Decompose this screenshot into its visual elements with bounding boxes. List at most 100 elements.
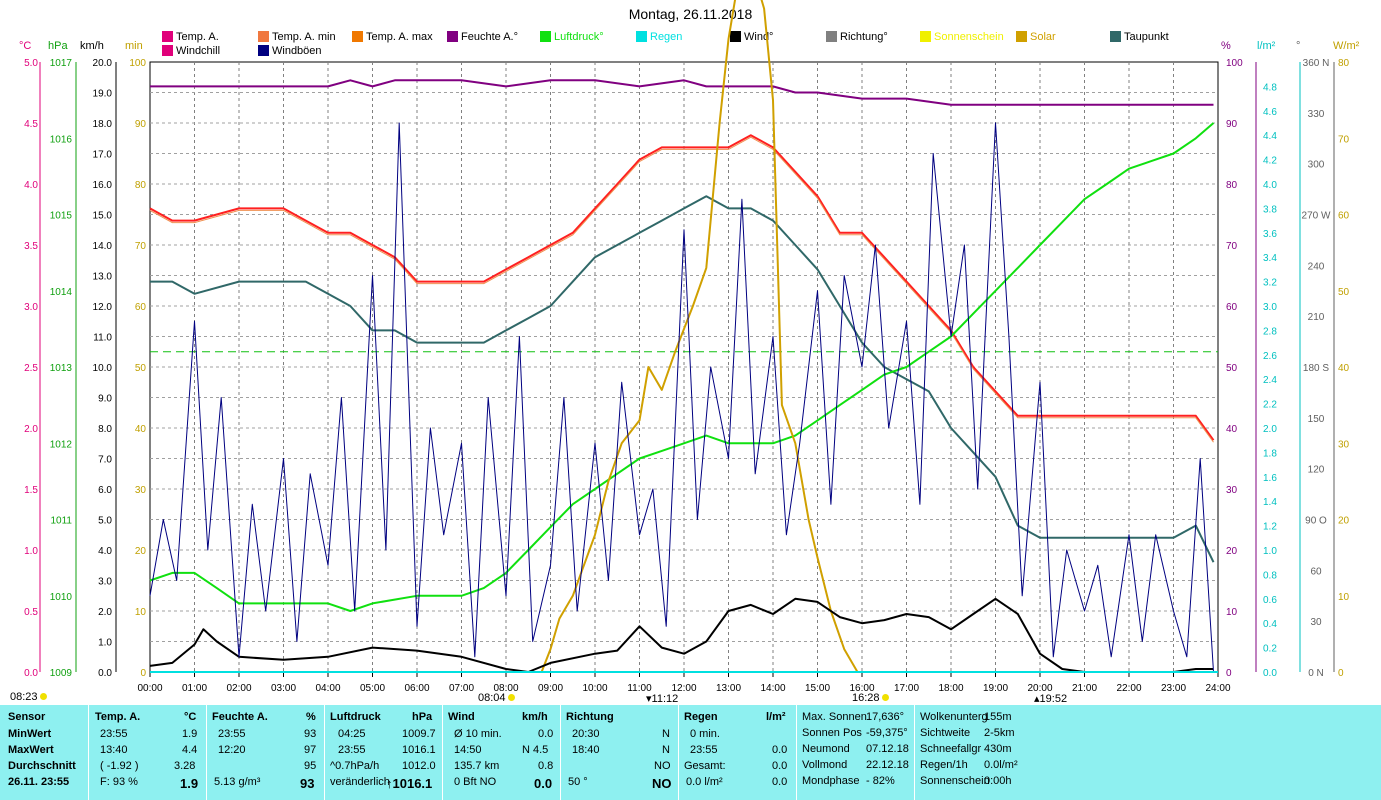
legend-swatch bbox=[447, 31, 458, 42]
axis-tick-label-temp: 1.0 bbox=[24, 546, 38, 557]
stats-key: Sonnen Pos bbox=[802, 727, 862, 739]
axis-tick-label-kmh: 16.0 bbox=[93, 180, 113, 191]
axis-tick-label-pct: 80 bbox=[1226, 180, 1238, 191]
stats-luft-current: ↑1016.1 bbox=[386, 776, 433, 791]
axis-tick-label-deg: 330 bbox=[1308, 109, 1325, 120]
stats-feuchte-min: 93 bbox=[304, 728, 317, 740]
axis-tick-label-temp: 3.0 bbox=[24, 302, 38, 313]
stats-sensor-head: Sensor bbox=[8, 711, 46, 723]
stats-luft-head: Luftdruck bbox=[330, 711, 381, 723]
stats-row-current: 26.11. 23:55 bbox=[8, 776, 70, 788]
stats-feuchte-max: 97 bbox=[304, 744, 317, 756]
axis-tick-label-lm2: 1.0 bbox=[1263, 546, 1277, 557]
axis-tick-label-kmh: 18.0 bbox=[93, 119, 113, 130]
x-tick-label: 15:00 bbox=[805, 683, 830, 694]
axis-tick-label-wm2: 10 bbox=[1338, 592, 1350, 603]
axis-tick-label-kmh: 12.0 bbox=[93, 302, 113, 313]
stats-value: 17,636° bbox=[866, 711, 905, 723]
stats-key: Neumond bbox=[802, 743, 850, 755]
axis-tick-label-kmh: 7.0 bbox=[98, 455, 112, 466]
stats-regen-max: 0.0 bbox=[772, 744, 788, 756]
axis-tick-label-kmh: 2.0 bbox=[98, 607, 112, 618]
stats-key: Sonnenschein bbox=[920, 775, 990, 787]
x-tick-label: 16:00 bbox=[849, 683, 874, 694]
axis-tick-label-hpa: 1013 bbox=[50, 363, 73, 374]
axis-tick-label-lm2: 4.0 bbox=[1263, 180, 1277, 191]
stats-wind-avg10-val: 0.0 bbox=[538, 728, 554, 740]
axis-tick-label-min: 10 bbox=[135, 607, 147, 618]
x-tick-label: 19:00 bbox=[983, 683, 1008, 694]
axis-tick-label-deg: 180 S bbox=[1303, 363, 1329, 374]
series-line-temp-min bbox=[149, 136, 1214, 443]
legend-label: Temp. A. min bbox=[272, 31, 336, 43]
stats-wind-max-time: 14:50 bbox=[454, 744, 482, 756]
stats-value: 0:00h bbox=[984, 775, 1012, 787]
axis-tick-label-lm2: 4.2 bbox=[1263, 156, 1277, 167]
axis-tick-label-kmh: 4.0 bbox=[98, 546, 112, 557]
marker-sunrise2: 08:04 bbox=[478, 692, 515, 704]
axis-head-lm2: l/m² bbox=[1257, 40, 1276, 52]
axis-tick-label-kmh: 14.0 bbox=[93, 241, 113, 252]
legend-label: Temp. A. bbox=[176, 31, 219, 43]
axis-head-pct: % bbox=[1221, 40, 1231, 52]
axis-tick-label-lm2: 0.8 bbox=[1263, 570, 1277, 581]
axis-tick-label-wm2: 0 bbox=[1338, 668, 1344, 679]
stats-temp-current-note: F: 93 % bbox=[100, 776, 138, 788]
series-line bbox=[149, 134, 1215, 441]
series-line bbox=[150, 79, 1214, 106]
axis-tick-label-pct: 100 bbox=[1226, 58, 1243, 69]
legend-swatch bbox=[540, 31, 551, 42]
stats-wind-current: 0.0 bbox=[534, 776, 553, 791]
axis-tick-label-lm2: 0.0 bbox=[1263, 668, 1277, 679]
stats-temp-current: 1.9 bbox=[180, 776, 199, 791]
axis-tick-label-min: 0 bbox=[140, 668, 146, 679]
axis-tick-label-deg: 120 bbox=[1308, 465, 1325, 476]
stats-richtung-head: Richtung bbox=[566, 711, 614, 723]
legend-item: Taupunkt bbox=[1110, 31, 1169, 43]
x-tick-label: 04:00 bbox=[315, 683, 340, 694]
stats-regen-current: 0.0 bbox=[772, 776, 788, 788]
x-tick-label: 07:00 bbox=[449, 683, 474, 694]
stats-luft-forecast: veränderlich bbox=[330, 776, 390, 788]
axis-tick-label-lm2: 4.6 bbox=[1263, 107, 1277, 118]
legend-label: Taupunkt bbox=[1124, 31, 1169, 43]
axis-tick-label-wm2: 70 bbox=[1338, 134, 1350, 145]
axis-tick-label-pct: 10 bbox=[1226, 607, 1238, 618]
stats-temp-unit: °C bbox=[184, 711, 197, 723]
legend-item: Luftdruck° bbox=[540, 31, 604, 43]
stats-richtung-current: NO bbox=[652, 776, 672, 791]
stats-regen-duration: 0 min. bbox=[690, 728, 720, 740]
stats-wind-bft: 0 Bft NO bbox=[454, 776, 497, 788]
x-tick-label: 00:00 bbox=[137, 683, 162, 694]
stats-richtung-max: N bbox=[662, 744, 670, 756]
axis-tick-label-lm2: 1.8 bbox=[1263, 448, 1277, 459]
axis-tick-label-temp: 2.5 bbox=[24, 363, 38, 374]
axis-tick-label-lm2: 2.6 bbox=[1263, 351, 1277, 362]
axis-tick-label-kmh: 20.0 bbox=[93, 58, 113, 69]
axis-tick-label-hpa: 1010 bbox=[50, 592, 73, 603]
stats-luft-max: 1016.1 bbox=[402, 744, 436, 756]
axis-tick-label-lm2: 3.6 bbox=[1263, 229, 1277, 240]
stats-luft-unit: hPa bbox=[412, 711, 433, 723]
stats-wind-avg10: Ø 10 min. bbox=[454, 728, 502, 740]
axis-tick-label-hpa: 1011 bbox=[50, 516, 72, 527]
stats-richtung-avg: NO bbox=[654, 760, 671, 772]
stats-wind-max: N 4.5 bbox=[522, 744, 549, 756]
axis-tick-label-deg: 0 N bbox=[1308, 668, 1324, 679]
x-tick-label: 02:00 bbox=[226, 683, 251, 694]
axis-tick-label-lm2: 2.2 bbox=[1263, 400, 1277, 411]
axis-tick-label-temp: 4.5 bbox=[24, 119, 38, 130]
axis-tick-label-lm2: 1.6 bbox=[1263, 473, 1277, 484]
legend-item: Windchill bbox=[162, 45, 220, 57]
stats-temp-min: 1.9 bbox=[182, 728, 198, 740]
axis-tick-label-wm2: 60 bbox=[1338, 211, 1350, 222]
legend-swatch bbox=[258, 45, 269, 56]
x-tick-label: 09:00 bbox=[538, 683, 563, 694]
stats-regen-total: 0.0 bbox=[772, 760, 788, 772]
stats-temp-min-time: 23:55 bbox=[100, 728, 128, 740]
axis-tick-label-kmh: 9.0 bbox=[98, 394, 112, 405]
axis-tick-label-hpa: 1009 bbox=[50, 668, 73, 679]
axis-tick-label-temp: 5.0 bbox=[24, 58, 38, 69]
axis-tick-label-deg: 60 bbox=[1310, 566, 1322, 577]
chart-canvas: 00:00 01:00 02:00 03:00 04:00 05:00 06:00 07:00… bbox=[24, 0, 1350, 694]
